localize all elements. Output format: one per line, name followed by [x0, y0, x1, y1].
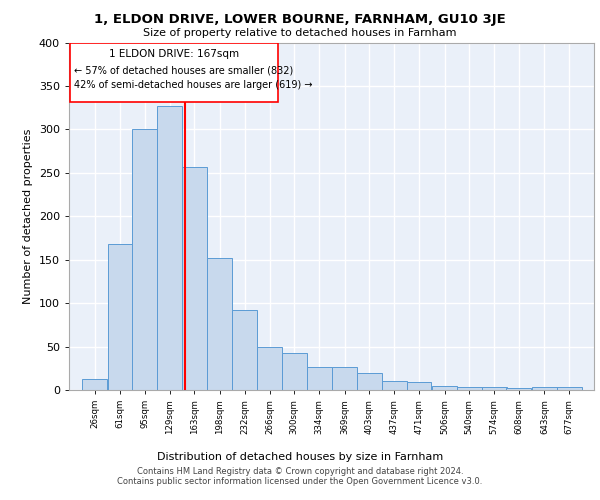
- Bar: [307, 366, 332, 390]
- Text: Size of property relative to detached houses in Farnham: Size of property relative to detached ho…: [143, 28, 457, 38]
- Bar: [457, 386, 482, 390]
- Bar: [482, 386, 506, 390]
- Bar: [432, 386, 457, 390]
- Bar: [407, 382, 431, 390]
- Bar: [282, 352, 307, 390]
- Text: Distribution of detached houses by size in Farnham: Distribution of detached houses by size …: [157, 452, 443, 462]
- Text: Contains HM Land Registry data © Crown copyright and database right 2024.: Contains HM Land Registry data © Crown c…: [137, 467, 463, 476]
- Bar: [82, 378, 107, 390]
- Text: 1 ELDON DRIVE: 167sqm: 1 ELDON DRIVE: 167sqm: [109, 50, 239, 59]
- Bar: [257, 346, 282, 390]
- Bar: [532, 388, 557, 390]
- Text: 42% of semi-detached houses are larger (619) →: 42% of semi-detached houses are larger (…: [74, 80, 313, 90]
- Bar: [232, 310, 257, 390]
- Bar: [133, 130, 157, 390]
- Bar: [357, 372, 382, 390]
- Bar: [157, 106, 182, 390]
- Bar: [382, 382, 407, 390]
- Bar: [332, 366, 357, 390]
- Text: ← 57% of detached houses are smaller (832): ← 57% of detached houses are smaller (83…: [74, 65, 293, 75]
- Y-axis label: Number of detached properties: Number of detached properties: [23, 128, 33, 304]
- Text: 1, ELDON DRIVE, LOWER BOURNE, FARNHAM, GU10 3JE: 1, ELDON DRIVE, LOWER BOURNE, FARNHAM, G…: [94, 12, 506, 26]
- Bar: [182, 166, 207, 390]
- Bar: [557, 386, 581, 390]
- Bar: [70, 42, 278, 102]
- Bar: [506, 388, 532, 390]
- Bar: [208, 258, 232, 390]
- Bar: [107, 244, 133, 390]
- Text: Contains public sector information licensed under the Open Government Licence v3: Contains public sector information licen…: [118, 477, 482, 486]
